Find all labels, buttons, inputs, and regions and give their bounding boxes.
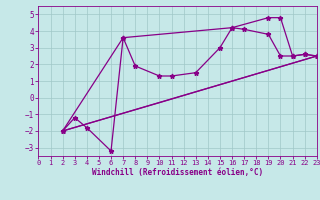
- X-axis label: Windchill (Refroidissement éolien,°C): Windchill (Refroidissement éolien,°C): [92, 168, 263, 177]
